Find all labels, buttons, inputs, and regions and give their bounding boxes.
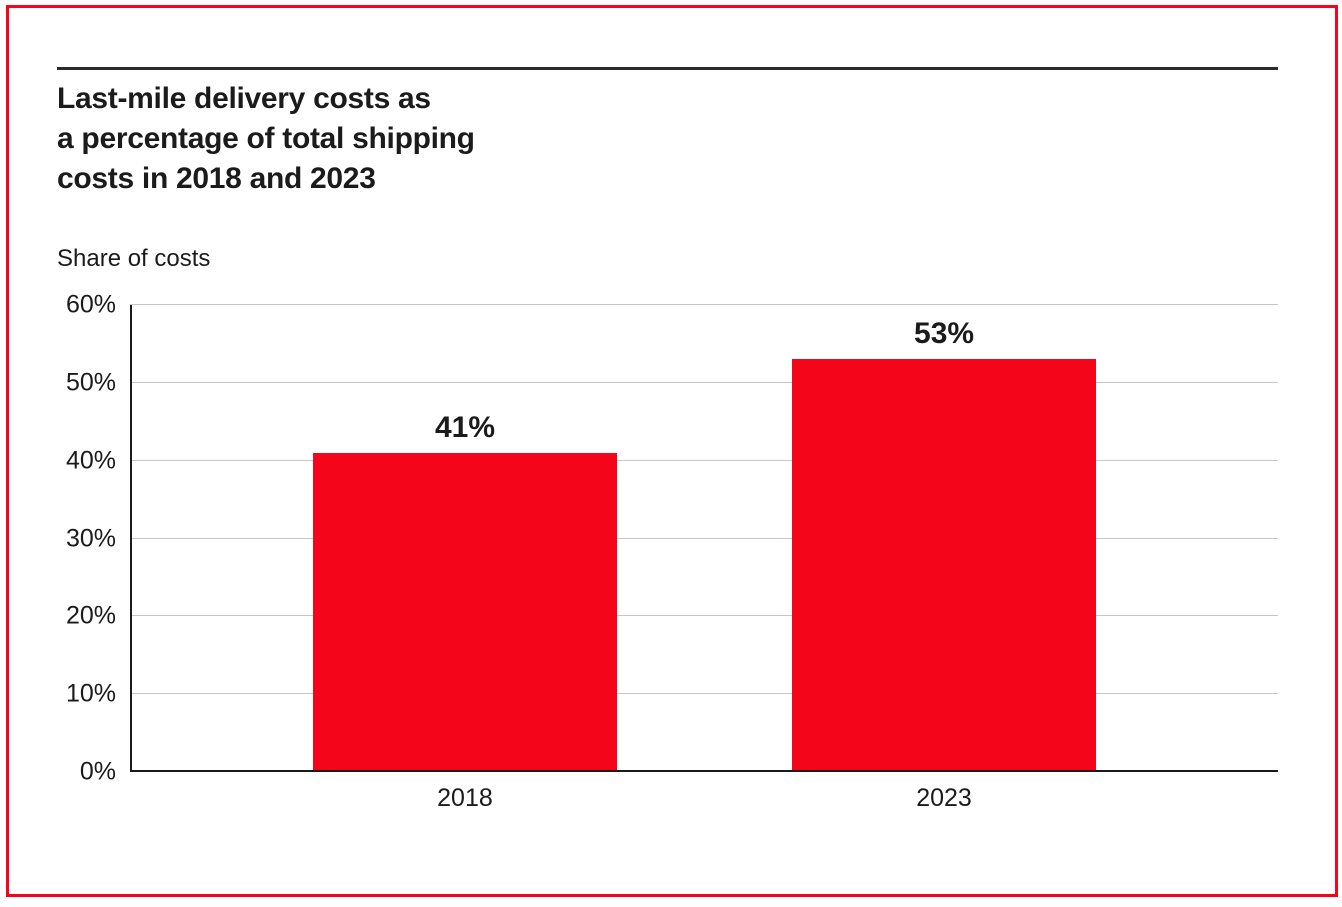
y-tick-label-10%: 10%	[65, 679, 116, 708]
gridline-50%	[130, 381, 1278, 383]
chart-title: Last-mile delivery costs as a percentage…	[57, 82, 475, 195]
y-tick-label-50%: 50%	[65, 368, 116, 397]
gridline-30%	[130, 537, 1278, 539]
bar-value-label-2018: 41%	[434, 410, 495, 444]
top-rule	[57, 67, 1278, 70]
bar-value-label-2023: 53%	[914, 317, 975, 351]
y-tick-label-0%: 0%	[79, 757, 116, 786]
x-tick-label-2018: 2018	[437, 784, 493, 812]
gridline-60%	[130, 304, 1278, 305]
y-axis-title: Share of costs	[57, 245, 211, 272]
y-tick-label-60%: 60%	[65, 290, 116, 319]
y-tick-label-30%: 30%	[65, 524, 116, 552]
x-axis-line	[130, 770, 1278, 772]
bar-2023: 53%	[792, 317, 1097, 772]
bar-2018: 41%	[312, 411, 617, 772]
x-axis-labels: 2018 2023	[130, 784, 1278, 818]
y-tick-label-40%: 40%	[65, 446, 116, 475]
y-axis-line	[130, 305, 132, 772]
y-tick-label-20%: 20%	[65, 601, 116, 630]
gridline-10%	[130, 693, 1278, 695]
gridline-20%	[130, 615, 1278, 617]
gridline-40%	[130, 459, 1278, 461]
x-tick-label-2023: 2023	[916, 784, 972, 812]
plot-area: 41% 53% 0% 10% 20% 30% 40% 50% 60%	[66, 291, 1278, 786]
